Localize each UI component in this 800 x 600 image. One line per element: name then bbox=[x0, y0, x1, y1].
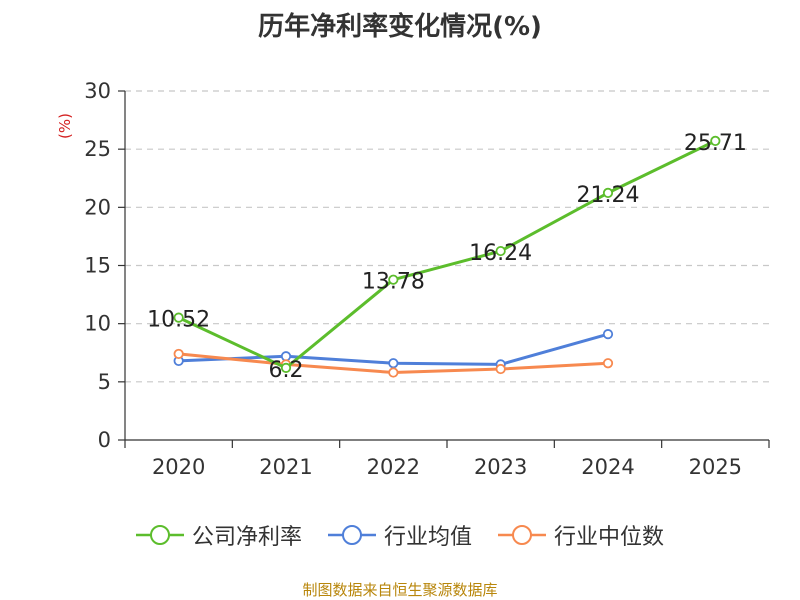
data-point bbox=[388, 358, 399, 369]
data-point bbox=[602, 187, 614, 199]
x-tick-label: 2021 bbox=[259, 455, 312, 479]
y-tick-label: 5 bbox=[98, 370, 111, 394]
x-tick-label: 2023 bbox=[474, 455, 527, 479]
legend-label: 行业均值 bbox=[383, 525, 472, 550]
data-point bbox=[495, 245, 506, 257]
data-label: 10.52 bbox=[147, 308, 210, 333]
y-tick-label: 15 bbox=[84, 254, 111, 278]
data-label: 6.2 bbox=[269, 358, 304, 383]
x-tick-label: 2022 bbox=[367, 455, 420, 479]
y-tick-label: 25 bbox=[84, 137, 111, 161]
x-tick-label: 2020 bbox=[152, 455, 205, 479]
data-label: 25.71 bbox=[684, 131, 747, 156]
y-axis-label: (%) bbox=[56, 113, 74, 139]
chart-legend: 公司净利率 行业均值 行业中位数 bbox=[0, 519, 800, 551]
legend-item: 行业均值 bbox=[327, 519, 472, 551]
legend-item: 公司净利率 bbox=[135, 519, 302, 551]
data-point bbox=[388, 274, 399, 285]
data-point bbox=[710, 135, 721, 147]
y-tick-label: 0 bbox=[98, 428, 111, 452]
data-source-note: 制图数据来自恒生聚源数据库 bbox=[302, 581, 498, 599]
y-tick-label: 30 bbox=[84, 79, 111, 103]
data-point bbox=[388, 367, 399, 378]
data-label: 13.78 bbox=[362, 270, 425, 295]
data-point bbox=[495, 363, 506, 375]
x-tick-label: 2024 bbox=[581, 455, 634, 479]
data-point bbox=[602, 329, 614, 340]
data-point bbox=[602, 358, 614, 369]
y-tick-label: 10 bbox=[84, 312, 111, 336]
y-tick-label: 20 bbox=[84, 195, 111, 219]
chart-title: 历年净利率变化情况(%) bbox=[258, 12, 542, 42]
data-point bbox=[173, 348, 184, 360]
legend-swatch bbox=[327, 525, 376, 545]
data-point bbox=[280, 362, 292, 373]
legend-label: 公司净利率 bbox=[191, 525, 302, 550]
series-line bbox=[178, 139, 716, 370]
legend-label: 行业中位数 bbox=[554, 525, 665, 550]
data-point bbox=[173, 312, 184, 323]
legend-item: 行业中位数 bbox=[498, 519, 664, 551]
legend-swatch bbox=[498, 525, 546, 545]
data-label: 21.24 bbox=[577, 183, 640, 208]
x-tick-label: 2025 bbox=[689, 455, 742, 479]
data-label: 16.24 bbox=[469, 241, 532, 266]
legend-swatch bbox=[135, 525, 184, 545]
